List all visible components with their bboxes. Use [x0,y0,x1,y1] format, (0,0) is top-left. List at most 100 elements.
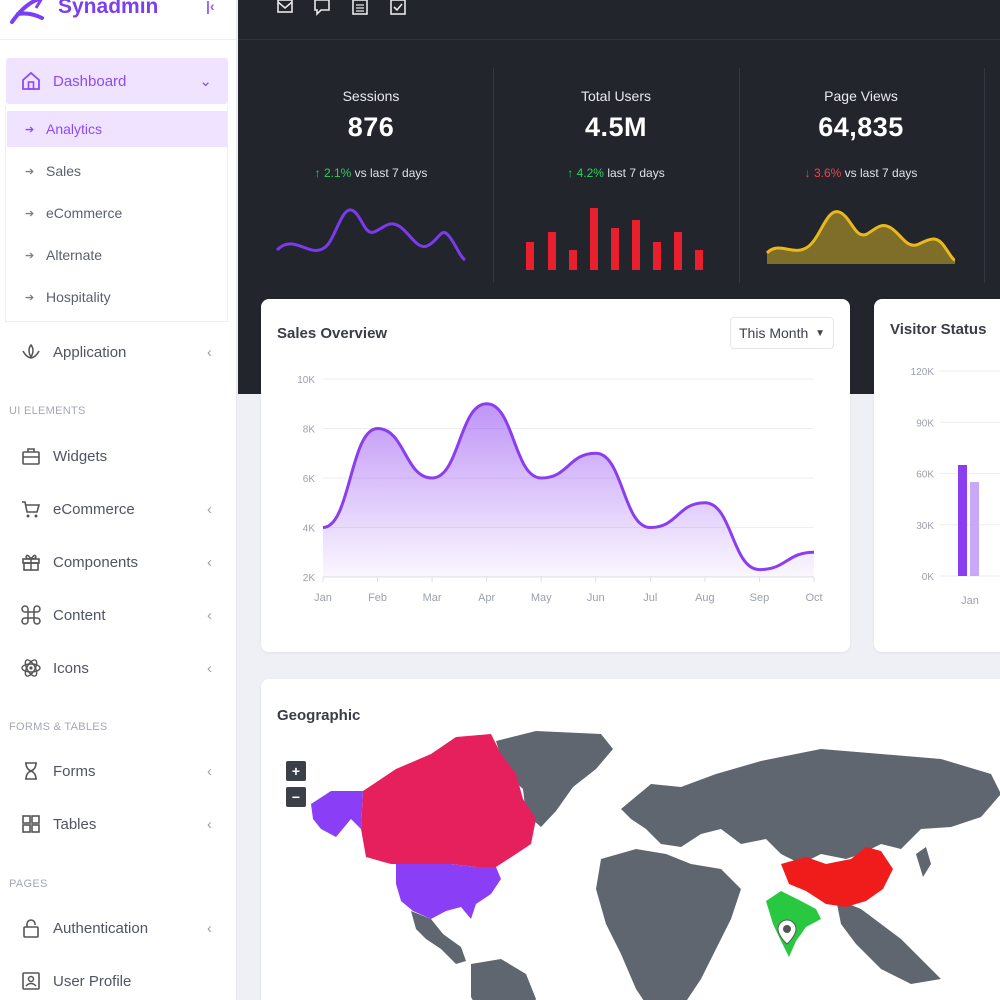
sidebar-item-widgets[interactable]: Widgets [6,433,228,479]
stat-title: Page Views [824,88,898,104]
arrow-right-icon: ➔ [25,165,35,178]
map-pin-icon[interactable] [776,919,798,945]
sessions-sparkline [275,208,466,262]
todo-icon[interactable] [389,0,407,16]
x-tick-label: Oct [805,592,822,604]
section-title-ui: UI ELEMENTS [9,405,86,417]
world-map[interactable] [261,679,1000,1000]
y-tick-label: 30K [916,521,934,532]
chevron-down-icon: ⌄ [199,73,212,90]
stat-divider [493,68,494,283]
submenu-item-ecommerce[interactable]: ➔ eCommerce [7,195,227,231]
submenu-item-label: Hospitality [46,289,111,305]
chevron-left-icon: ‹ [207,919,212,937]
sidebar-item-label: Widgets [53,447,108,465]
submenu-item-sales[interactable]: ➔ Sales [7,153,227,189]
zoom-in-button[interactable]: + [286,761,306,781]
sidebar-item-label: eCommerce [53,500,135,518]
submenu-item-alternate[interactable]: ➔ Alternate [7,237,227,273]
submenu-item-label: Alternate [46,247,103,263]
cart-icon [22,501,41,518]
sidebar-item-label: Components [53,553,139,571]
sidebar-item-content[interactable]: Content ‹ [6,592,228,638]
gift-icon [22,554,40,571]
topbar [238,0,1000,40]
map-region-canada [361,734,536,867]
chevron-left-icon: ‹ [207,500,212,518]
y-tick-label: 10K [297,375,315,386]
visitor-bar [958,464,967,576]
y-tick-label: 120K [911,367,935,378]
section-title-pages: PAGES [9,878,48,890]
sidebar-item-icons[interactable]: Icons ‹ [6,645,228,691]
stat-title: Sessions [342,88,400,104]
chat-icon[interactable] [313,0,331,16]
map-region-usa [396,864,501,919]
sidebar-item-dashboard[interactable]: Dashboard ⌄ [6,58,228,104]
chevron-left-icon: ‹ [207,343,212,361]
stat-suffix: vs last 7 days [354,166,428,180]
stat-trend: ↓ 3.6% vs last 7 days [739,166,983,180]
map-region-japan [916,847,931,877]
zoom-out-button[interactable]: − [286,787,306,807]
user-badge-icon [22,972,40,990]
arrow-right-icon: ➔ [25,291,35,304]
mail-icon[interactable] [276,0,294,16]
submenu-item-label: eCommerce [46,205,123,221]
sales-area-chart: 10K 8K 6K 4K 2K Jan Feb Mar Apr May Jun Jul Aug Sep Oc… [297,375,822,604]
sidebar-item-user-profile[interactable]: User Profile [6,958,228,1000]
submenu-item-analytics[interactable]: ➔ Analytics [7,111,227,147]
sidebar-item-ecommerce[interactable]: eCommerce ‹ [6,486,228,532]
stat-value: 64,835 [818,112,904,142]
stat-change: 4.2% [576,166,604,180]
brand-name: Synadmin [58,0,159,18]
y-tick-label: 8K [303,425,316,436]
chevron-left-icon: ‹ [207,815,212,833]
x-tick-label: Jan [961,595,979,607]
atom-icon [21,659,41,677]
sidebar-item-label: Content [53,606,106,624]
map-region-china [781,847,893,907]
x-tick-label: Jan [314,592,332,604]
stat-divider [984,68,985,283]
geographic-card: Geographic + − [261,679,1000,1000]
period-dropdown[interactable]: This Month ▼ [730,317,834,349]
x-tick-label: Feb [368,592,387,604]
card-title: Visitor Status [890,321,987,338]
sidebar-item-forms[interactable]: Forms ‹ [6,748,228,794]
calendar-icon[interactable] [351,0,369,16]
stat-change: 3.6% [813,166,842,180]
dashboard-submenu: ➔ Analytics ➔ Sales ➔ eCommerce ➔ Altern… [5,106,228,322]
y-tick-label: 0K [922,572,935,583]
arrow-up-icon: ↑ [567,166,574,180]
grid-icon [22,815,40,833]
stat-suffix: last 7 days [607,166,665,180]
arrow-right-icon: ➔ [25,123,35,136]
chevron-left-icon: ‹ [207,659,212,677]
sidebar-item-label: Dashboard [53,72,127,90]
card-title: Sales Overview [277,325,388,342]
hourglass-icon [25,762,37,780]
dropdown-value: This Month [739,325,809,341]
sidebar-item-authentication[interactable]: Authentication ‹ [6,905,228,951]
brand-logo-icon [10,0,44,24]
stat-value: 876 [347,112,395,142]
users-bar-sparkline [526,208,703,270]
stat-trend: ↑ 4.2% last 7 days [494,166,738,180]
sidebar-item-label: Icons [53,659,89,677]
submenu-item-hospitality[interactable]: ➔ Hospitality [7,279,227,315]
sales-line [322,402,815,572]
sidebar-item-application[interactable]: Application ‹ [6,329,228,375]
sidebar-item-label: Authentication [53,919,149,937]
collapse-sidebar-icon[interactable]: |‹ [206,0,215,14]
x-tick-label: Sep [750,592,770,604]
card-title: Geographic [277,707,361,724]
stat-suffix: vs last 7 days [844,166,918,180]
chevron-left-icon: ‹ [207,762,212,780]
sidebar-item-components[interactable]: Components ‹ [6,539,228,585]
arrow-right-icon: ➔ [25,249,35,262]
stat-card-page-views: Page Views 64,835 ↓ 3.6% vs last 7 days [739,68,983,283]
sidebar-item-tables[interactable]: Tables ‹ [6,801,228,847]
chevron-left-icon: ‹ [207,553,212,571]
arrow-right-icon: ➔ [25,207,35,220]
